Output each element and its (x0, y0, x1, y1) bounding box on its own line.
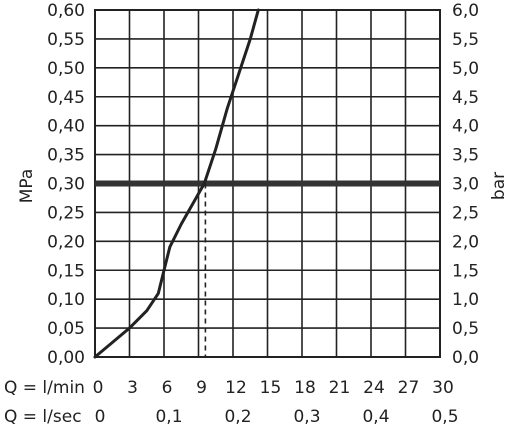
y-left-tick-labels: 0,00 0,05 0,10 0,15 0,20 0,25 0,30 0,35 0,40 0,45… (47, 1, 85, 368)
y-right-tick-label: 5,0 (452, 59, 479, 79)
y-right-tick-label: 3,5 (452, 146, 479, 166)
x-secondary-axis-label: Q = l/sec (4, 407, 82, 427)
y-left-tick-label: 0,00 (47, 348, 85, 368)
y-right-tick-label: 5,5 (452, 30, 479, 50)
x-secondary-tick-label: 0,1 (155, 407, 182, 427)
x-primary-tick-label: 3 (127, 378, 138, 398)
y-right-tick-label: 4,5 (452, 88, 479, 108)
y-left-tick-label: 0,15 (47, 261, 85, 281)
x-primary-axis-label: Q = l/min (4, 378, 85, 398)
y-left-tick-label: 0,40 (47, 117, 85, 137)
x-secondary-tick-label: 0 (95, 407, 106, 427)
y-left-tick-label: 0,05 (47, 319, 85, 339)
y-left-tick-label: 0,55 (47, 30, 85, 50)
reference-line-group (95, 180, 440, 357)
y-right-tick-label: 1,0 (452, 290, 479, 310)
y-left-tick-label: 0,50 (47, 59, 85, 79)
x-secondary-tick-label: 0,4 (362, 407, 389, 427)
y-right-tick-label: 1,5 (452, 261, 479, 281)
y-left-tick-label: 0,35 (47, 146, 85, 166)
x-primary-tick-label: 0 (93, 378, 104, 398)
y-left-tick-label: 0,45 (47, 88, 85, 108)
y-left-axis-label: MPa (17, 169, 37, 204)
x-primary-tick-labels: 0 3 6 9 12 15 18 21 24 27 30 (93, 378, 454, 398)
y-right-tick-label: 0,5 (452, 319, 479, 339)
y-left-tick-label: 0,30 (47, 175, 85, 195)
y-right-tick-label: 4,0 (452, 117, 479, 137)
y-right-tick-label: 2,5 (452, 203, 479, 223)
x-primary-tick-label: 30 (432, 378, 454, 398)
x-primary-tick-label: 27 (398, 378, 420, 398)
x-secondary-tick-label: 0,5 (431, 407, 458, 427)
y-left-tick-label: 0,10 (47, 290, 85, 310)
y-right-tick-label: 0,0 (452, 348, 479, 368)
x-primary-tick-label: 24 (363, 378, 385, 398)
series-line (93, 8, 260, 359)
x-primary-tick-label: 9 (196, 378, 207, 398)
y-right-tick-labels: 0,0 0,5 1,0 1,5 2,0 2,5 3,0 3,5 4,0 4,5 5,0 5,5 6,0 (452, 1, 479, 368)
x-secondary-tick-label: 0,2 (224, 407, 251, 427)
x-primary-tick-label: 18 (294, 378, 316, 398)
y-left-tick-label: 0,25 (47, 203, 85, 223)
x-secondary-tick-labels: 0 0,1 0,2 0,3 0,4 0,5 (95, 407, 459, 427)
x-primary-tick-label: 21 (329, 378, 351, 398)
x-primary-tick-label: 12 (225, 378, 247, 398)
y-right-axis-label: bar (489, 172, 508, 200)
data-series (93, 8, 260, 359)
y-left-tick-label: 0,20 (47, 232, 85, 252)
y-right-tick-label: 3,0 (452, 175, 479, 195)
x-primary-tick-label: 6 (162, 378, 173, 398)
x-secondary-tick-label: 0,3 (293, 407, 320, 427)
x-primary-tick-label: 15 (260, 378, 282, 398)
y-left-tick-label: 0,60 (47, 1, 85, 21)
y-right-tick-label: 2,0 (452, 232, 479, 252)
y-right-tick-label: 6,0 (452, 1, 479, 21)
